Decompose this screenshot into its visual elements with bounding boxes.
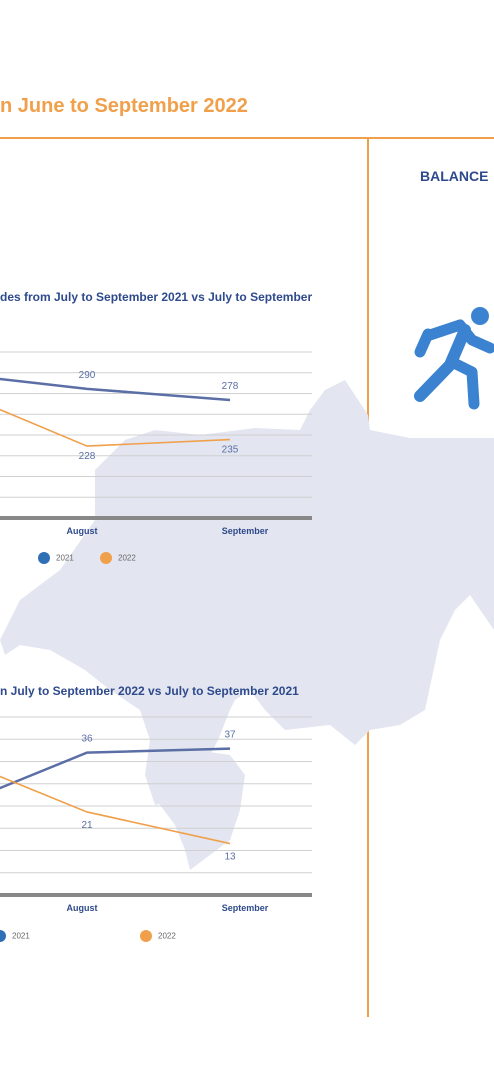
map-shape: [0, 380, 494, 805]
legend-item: 2022: [140, 930, 176, 942]
data-label: 37: [224, 730, 236, 741]
series-line-2022: [0, 775, 231, 845]
legend-dot-icon: [140, 930, 152, 942]
line-chart: 290 278 228 235 August September: [0, 351, 312, 536]
series-line-2022: [0, 408, 231, 447]
line-chart: 36 37 21 13 August September: [0, 716, 312, 913]
data-label: 21: [81, 820, 93, 831]
data-label: 36: [81, 734, 93, 745]
x-tick-label: August: [67, 903, 98, 913]
background-map: [0, 380, 494, 870]
data-label: 235: [222, 445, 239, 456]
page-title: n June to September 2022: [0, 95, 248, 117]
legend-label: 2021: [12, 931, 30, 941]
data-label: 13: [224, 852, 236, 863]
chart-title: n July to September 2022 vs July to Sept…: [0, 684, 299, 698]
x-tick-label: September: [222, 903, 269, 913]
section-heading-balance: BALANCE: [420, 168, 489, 184]
horizontal-divider: [0, 137, 494, 139]
legend-dot-icon: [100, 552, 112, 564]
legend-item: 2021: [38, 552, 74, 564]
x-tick-label: August: [67, 526, 98, 536]
map-shape: [150, 750, 245, 870]
x-tick-label: September: [222, 526, 269, 536]
series-line-2021: [0, 747, 231, 790]
data-label: 278: [222, 381, 239, 392]
data-label: 228: [79, 451, 96, 462]
legend-dot-icon: [0, 930, 6, 942]
chart-title: des from July to September 2021 vs July …: [0, 290, 313, 304]
data-label: 290: [79, 370, 96, 381]
legend-item: 2021: [0, 930, 30, 942]
legend-item: 2022: [100, 552, 136, 564]
runner-icon: [414, 307, 494, 410]
legend-label: 2022: [118, 553, 136, 563]
legend-label: 2021: [56, 553, 74, 563]
legend-label: 2022: [158, 931, 176, 941]
legend-dot-icon: [38, 552, 50, 564]
series-line-2021: [0, 377, 231, 402]
